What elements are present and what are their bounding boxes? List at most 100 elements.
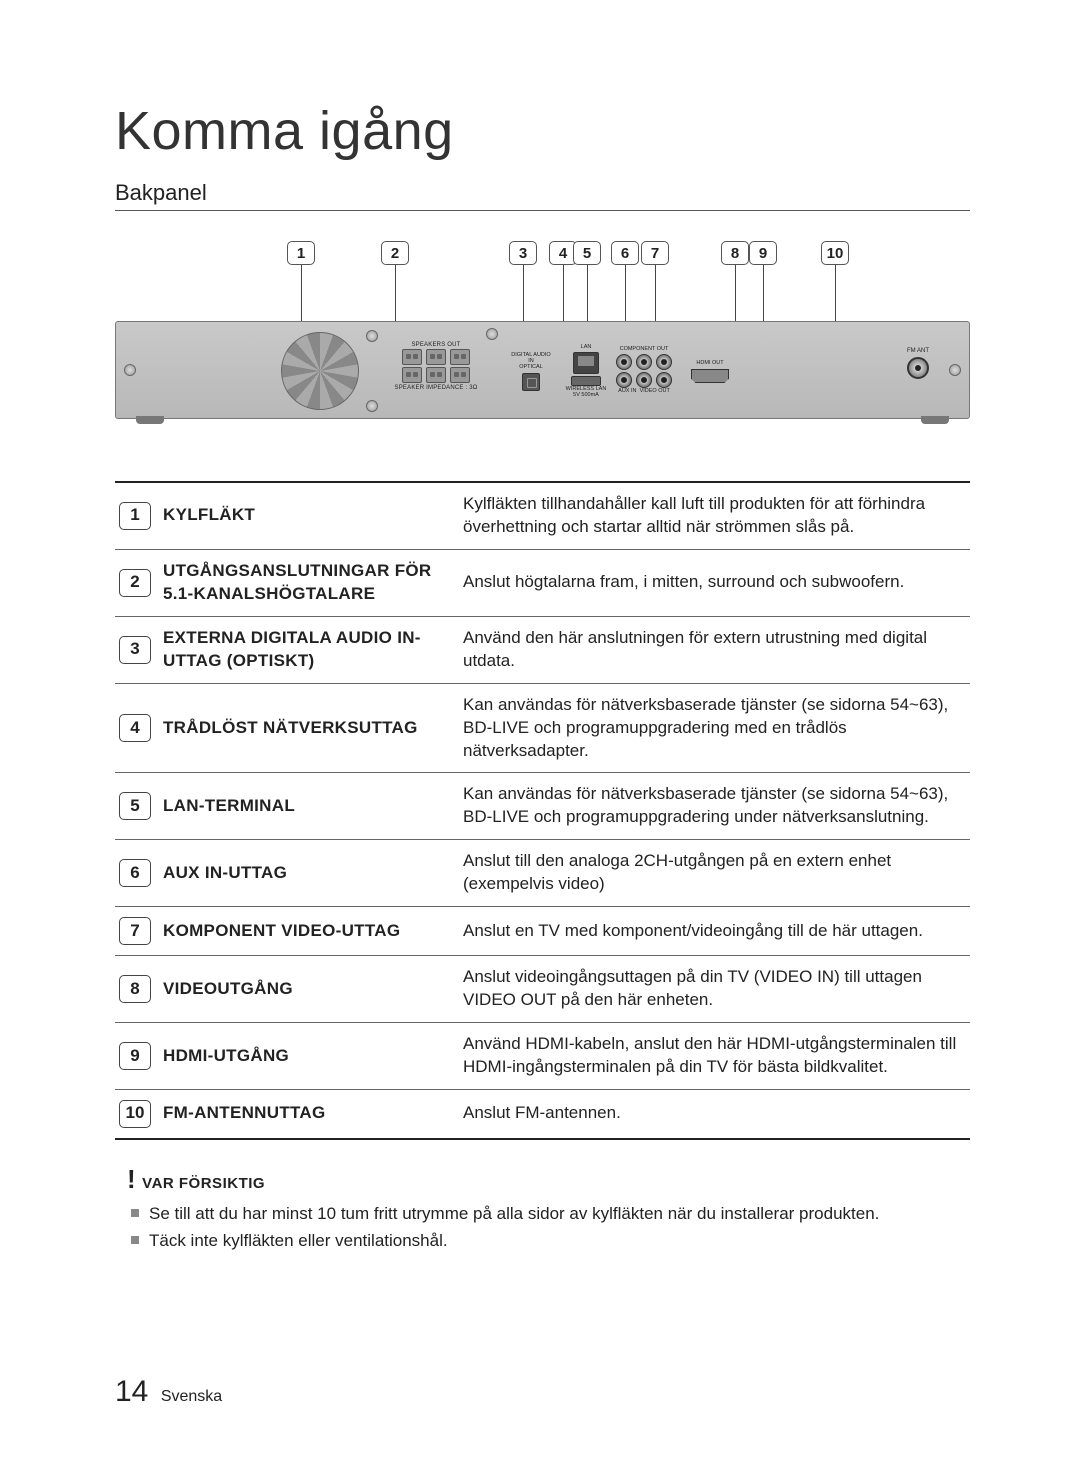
page-number: 14	[115, 1375, 148, 1408]
rca-jack-icon	[656, 354, 672, 370]
callout-number: 7	[641, 241, 669, 265]
hdmi-block: HDMI OUT	[686, 360, 734, 383]
row-description: Kan användas för nätverksbaserade tjänst…	[459, 773, 970, 840]
speaker-connector	[402, 367, 422, 383]
rca-jack-icon	[636, 372, 652, 388]
speaker-out-block: SPEAKERS OUT SPEAKER IMPEDANCE : 3Ω	[376, 342, 496, 406]
lan-port-icon	[573, 352, 599, 374]
table-row: 10 FM-ANTENNUTTAGAnslut FM-antennen.	[115, 1089, 970, 1139]
callout-number: 3	[509, 241, 537, 265]
screw-icon	[124, 364, 136, 376]
table-row: 3 EXTERNA DIGITALA AUDIO IN-UTTAG (OPTISK…	[115, 616, 970, 683]
rca-jack-icon	[656, 372, 672, 388]
row-number: 6	[119, 859, 151, 887]
screw-icon	[366, 330, 378, 342]
row-number: 10	[119, 1100, 151, 1128]
rca-jack-icon	[616, 372, 632, 388]
callout-number: 2	[381, 241, 409, 265]
row-label: VIDEOUTGÅNG	[159, 956, 459, 1023]
table-row: 2UTGÅNGSANSLUTNINGAR FÖR 5.1-KANALSHÖGTA…	[115, 549, 970, 616]
table-row: 4 TRÅDLÖST NÄTVERKSUTTAGKan användas för …	[115, 683, 970, 773]
foot-icon	[921, 416, 949, 424]
component-label: COMPONENT OUT	[616, 346, 672, 352]
row-description: Anslut videoingångsuttagen på din TV (VI…	[459, 956, 970, 1023]
screw-icon	[949, 364, 961, 376]
callout-number: 9	[749, 241, 777, 265]
lan-label: LAN	[556, 344, 616, 350]
section-heading: Bakpanel	[115, 180, 970, 211]
table-row: 6 AUX IN-UTTAGAnslut till den analoga 2CH…	[115, 840, 970, 907]
row-description: Anslut till den analoga 2CH-utgången på …	[459, 840, 970, 907]
speaker-connector	[426, 367, 446, 383]
digital-audio-label: DIGITAL AUDIO IN	[511, 352, 551, 364]
table-row: 5 LAN-TERMINALKan användas för nätverksba…	[115, 773, 970, 840]
speakers-out-label: SPEAKERS OUT	[376, 342, 496, 348]
row-label: AUX IN-UTTAG	[159, 840, 459, 907]
callout-number: 8	[721, 241, 749, 265]
row-number: 7	[119, 917, 151, 945]
speaker-connector	[402, 349, 422, 365]
rca-jack-icon	[616, 354, 632, 370]
speaker-connector	[450, 367, 470, 383]
caution-item: Täck inte kylfläkten eller ventilationsh…	[131, 1228, 970, 1254]
row-number: 4	[119, 714, 151, 742]
panel-body: SPEAKERS OUT SPEAKER IMPEDANCE : 3Ω DIGI…	[115, 321, 970, 419]
optical-label: OPTICAL	[511, 364, 551, 370]
callout-number: 6	[611, 241, 639, 265]
caution-heading: VAR FÖRSIKTIG	[142, 1175, 265, 1192]
callout-row: 12345678910	[115, 241, 970, 271]
caution-block: ! VAR FÖRSIKTIG Se till att du har minst…	[115, 1164, 970, 1254]
usb-slot-icon	[571, 376, 601, 386]
aux-label: AUX IN	[618, 388, 636, 394]
callout-number: 5	[573, 241, 601, 265]
hdmi-port-icon	[691, 369, 729, 383]
row-description: Använd HDMI-kabeln, anslut den här HDMI-…	[459, 1023, 970, 1090]
optical-block: DIGITAL AUDIO IN OPTICAL	[511, 352, 551, 391]
spec-table: 1KYLFLÄKTKylfläkten tillhandahåller kall…	[115, 481, 970, 1140]
row-number: 8	[119, 975, 151, 1003]
table-row: 7KOMPONENT VIDEO-UTTAGAnslut en TV med k…	[115, 907, 970, 956]
callout-number: 1	[287, 241, 315, 265]
video-out-label: VIDEO OUT	[640, 388, 670, 394]
fm-port-icon	[907, 357, 929, 379]
fm-label: FM ANT	[907, 348, 929, 354]
caution-item: Se till att du har minst 10 tum fritt ut…	[131, 1201, 970, 1227]
table-row: 8 VIDEOUTGÅNGAnslut videoingångsuttagen p…	[115, 956, 970, 1023]
page-footer: 14 Svenska	[115, 1375, 222, 1409]
exclamation-icon: !	[127, 1164, 136, 1195]
row-description: Anslut högtalarna fram, i mitten, surrou…	[459, 549, 970, 616]
table-row: 1KYLFLÄKTKylfläkten tillhandahåller kall…	[115, 482, 970, 549]
speaker-connector	[426, 349, 446, 365]
row-label: FM-ANTENNUTTAG	[159, 1089, 459, 1139]
power-label: 5V 500mA	[556, 392, 616, 398]
row-label: KYLFLÄKT	[159, 482, 459, 549]
row-description: Använd den här anslutningen för extern u…	[459, 616, 970, 683]
row-description: Anslut en TV med komponent/videoingång t…	[459, 907, 970, 956]
row-label: EXTERNA DIGITALA AUDIO IN-UTTAG (OPTISKT…	[159, 616, 459, 683]
screw-icon	[486, 328, 498, 340]
optical-port-icon	[522, 373, 540, 391]
callout-number: 10	[821, 241, 849, 265]
table-row: 9HDMI-UTGÅNGAnvänd HDMI-kabeln, anslut d…	[115, 1023, 970, 1090]
hdmi-label: HDMI OUT	[686, 360, 734, 366]
row-number: 3	[119, 636, 151, 664]
speaker-connector	[450, 349, 470, 365]
rca-jack-icon	[636, 354, 652, 370]
row-description: Kylfläkten tillhandahåller kall luft til…	[459, 482, 970, 549]
row-label: UTGÅNGSANSLUTNINGAR FÖR 5.1-KANALSHÖGTAL…	[159, 549, 459, 616]
lan-block: LAN WIRELESS LAN 5V 500mA	[556, 344, 616, 398]
row-number: 5	[119, 792, 151, 820]
fm-block: FM ANT	[907, 348, 929, 379]
footer-language: Svenska	[161, 1388, 222, 1405]
impedance-label: SPEAKER IMPEDANCE : 3Ω	[376, 385, 496, 391]
rear-panel-diagram: SPEAKERS OUT SPEAKER IMPEDANCE : 3Ω DIGI…	[115, 281, 970, 421]
row-label: LAN-TERMINAL	[159, 773, 459, 840]
row-description: Anslut FM-antennen.	[459, 1089, 970, 1139]
row-description: Kan användas för nätverksbaserade tjänst…	[459, 683, 970, 773]
row-label: TRÅDLÖST NÄTVERKSUTTAG	[159, 683, 459, 773]
fan-icon	[281, 332, 359, 410]
foot-icon	[136, 416, 164, 424]
row-number: 9	[119, 1042, 151, 1070]
page-title: Komma igång	[115, 100, 970, 162]
component-block: COMPONENT OUT AUX IN VIDEO OUT	[616, 346, 672, 394]
